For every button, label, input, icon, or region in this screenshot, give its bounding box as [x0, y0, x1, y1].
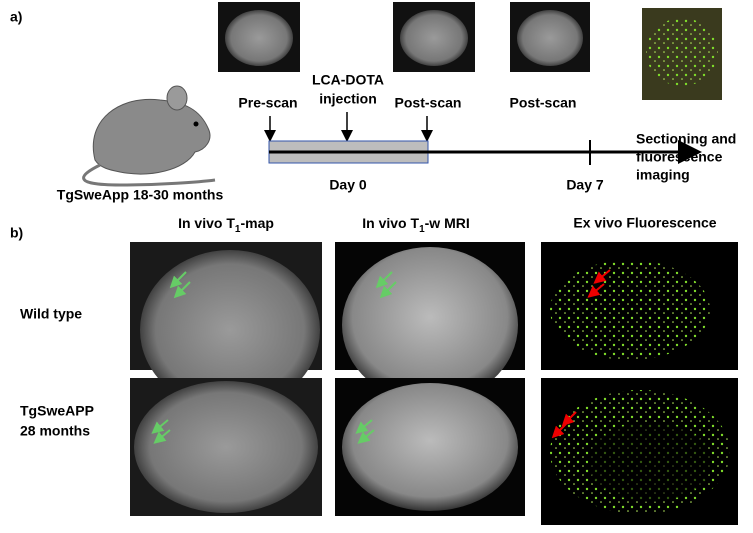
mouse-icon — [82, 85, 216, 187]
column-header: Ex vivo Fluorescence — [573, 215, 716, 231]
header-sub: 1 — [235, 224, 241, 235]
final-step: Sectioning and — [636, 131, 736, 147]
header-text: -map — [240, 215, 273, 231]
timeline — [264, 112, 702, 165]
event-label: Post-scan — [510, 95, 577, 111]
row-label: Wild type — [20, 306, 82, 322]
final-step: fluorescence — [636, 149, 723, 165]
column-header: In vivo T1-w MRI — [362, 215, 469, 235]
event-label: Pre-scan — [238, 95, 297, 111]
row-label: 28 months — [20, 423, 90, 439]
header-text: In vivo T — [362, 215, 419, 231]
annotation-arrows — [151, 269, 611, 444]
panel-label: a) — [10, 9, 22, 25]
column-header: In vivo T1-map — [178, 215, 274, 235]
mouse-caption: TgSweApp 18-30 months — [57, 187, 224, 203]
header-sub: 1 — [419, 224, 425, 235]
header-text: -w MRI — [425, 215, 470, 231]
day-label: Day 7 — [566, 177, 604, 193]
row-label: TgSweAPP — [20, 403, 94, 419]
header-text: In vivo T — [178, 215, 235, 231]
event-label: injection — [319, 91, 377, 107]
final-step: imaging — [636, 167, 690, 183]
event-label: Post-scan — [395, 95, 462, 111]
day-label: Day 0 — [329, 177, 367, 193]
event-label: LCA-DOTA — [312, 72, 384, 88]
image-grid — [130, 242, 738, 525]
mri-thumbnails — [218, 2, 722, 100]
panel-label: b) — [10, 225, 23, 241]
